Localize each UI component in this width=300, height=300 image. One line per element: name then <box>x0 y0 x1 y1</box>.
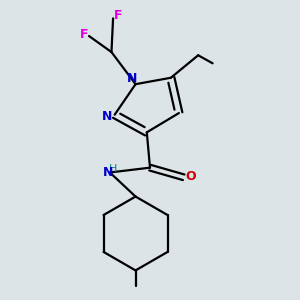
Text: N: N <box>101 110 112 123</box>
Text: N: N <box>127 72 137 85</box>
Text: F: F <box>80 28 88 41</box>
Text: N: N <box>103 166 113 179</box>
Text: H: H <box>109 164 117 174</box>
Text: O: O <box>185 170 196 183</box>
Text: F: F <box>114 9 122 22</box>
